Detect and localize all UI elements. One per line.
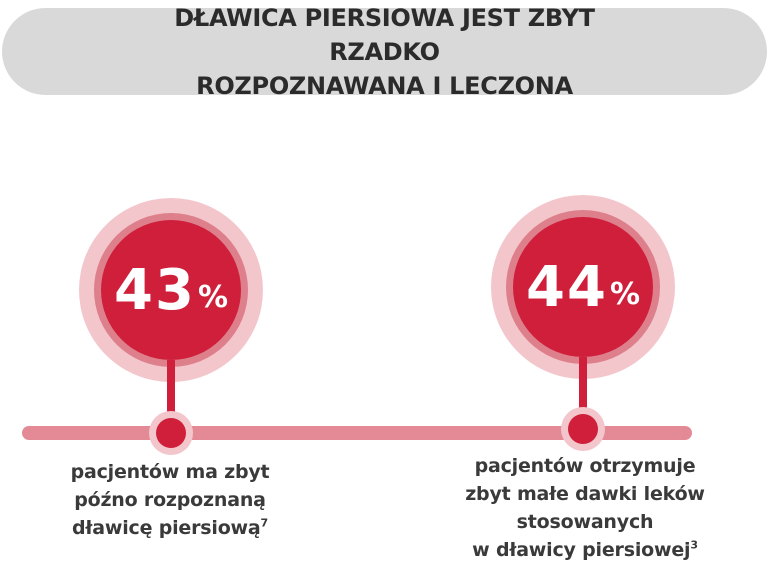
stat-2-value: 44 <box>526 254 608 320</box>
stat-1-caption-line: dławicę piersiową7 <box>72 516 269 539</box>
stat-1-caption-line: późno rozpoznaną <box>74 489 266 511</box>
stat-2-caption-line: w dławicy piersiowej3 <box>472 538 698 561</box>
page-title: DŁAWICA PIERSIOWA JEST ZBYT RZADKO ROZPO… <box>125 1 645 103</box>
stat-2-stem <box>579 357 587 420</box>
stat-1-marker <box>156 418 186 448</box>
title-banner: DŁAWICA PIERSIOWA JEST ZBYT RZADKO ROZPO… <box>2 4 767 100</box>
stat-2-marker <box>568 414 598 444</box>
stat-2-unit: % <box>609 276 640 312</box>
title-line-2: ROZPOZNAWANA I LECZONA <box>196 71 573 100</box>
stat-2-footnote: 3 <box>690 538 698 552</box>
stat-1-value: 43 <box>114 257 196 323</box>
stat-2-caption-line: pacjentów otrzymuje <box>474 455 696 477</box>
stat-1-footnote: 7 <box>260 516 269 530</box>
stat-1-circle: 43 % <box>101 220 241 360</box>
title-line-1: DŁAWICA PIERSIOWA JEST ZBYT RZADKO <box>174 3 595 66</box>
stat-1-stem <box>167 360 175 420</box>
stat-2-caption-line: stosowanych <box>516 511 654 533</box>
stat-1-caption: pacjentów ma zbyt późno rozpoznaną dławi… <box>40 458 300 542</box>
stat-2-caption: pacjentów otrzymuje zbyt małe dawki lekó… <box>440 452 730 564</box>
stat-2-caption-line: zbyt małe dawki leków <box>465 483 705 505</box>
stat-1-unit: % <box>197 279 228 315</box>
stat-2-circle: 44 % <box>513 217 653 357</box>
stat-1-caption-line: pacjentów ma zbyt <box>70 461 270 483</box>
